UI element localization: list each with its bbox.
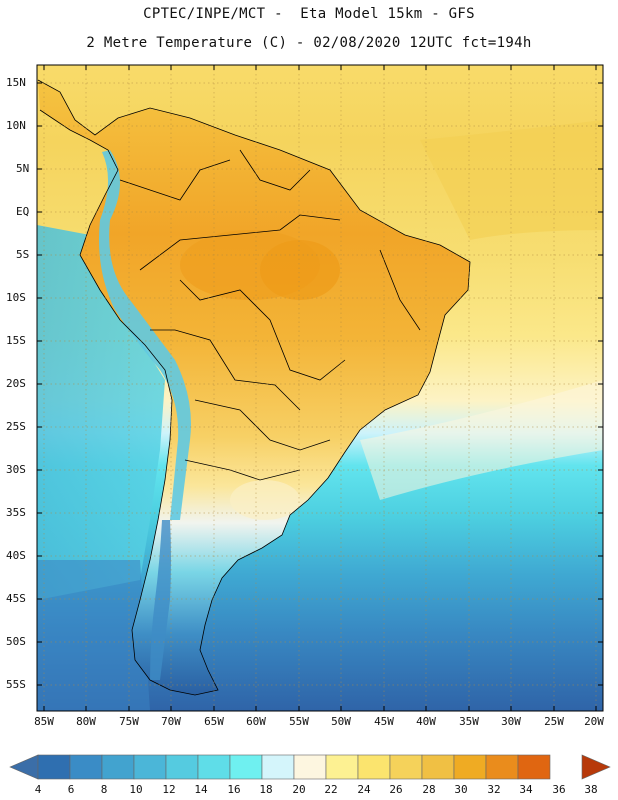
colorbar-swatch: [165, 754, 199, 780]
lon-label: 80W: [76, 715, 96, 728]
colorbar-label: 24: [357, 783, 371, 796]
colorbar-swatch: [69, 754, 103, 780]
lon-label: 85W: [34, 715, 54, 728]
lat-label: 50S: [6, 635, 26, 648]
colorbar-swatch: [261, 754, 295, 780]
colorbar-swatch: [357, 754, 391, 780]
country-borders: [37, 79, 471, 696]
colorbar-swatch: [101, 754, 135, 780]
lat-label: 10S: [6, 291, 26, 304]
lon-label: 60W: [246, 715, 266, 728]
colorbar-swatch: [421, 754, 455, 780]
colorbar-swatch: [453, 754, 487, 780]
lon-label: 20W: [584, 715, 604, 728]
colorbar-label: 14: [194, 783, 208, 796]
colorbar-swatch: [485, 754, 519, 780]
lat-label: 15N: [6, 76, 26, 89]
lat-label: 55S: [6, 678, 26, 691]
colorbar-label: 34: [519, 783, 533, 796]
lon-label: 65W: [204, 715, 224, 728]
title-line-2: 2 Metre Temperature (C) - 02/08/2020 12U…: [86, 35, 532, 51]
colorbar-label: 32: [487, 783, 501, 796]
lon-label: 70W: [161, 715, 181, 728]
lat-label: 5N: [16, 162, 30, 175]
lon-label: 55W: [289, 715, 309, 728]
colorbar-label: 18: [259, 783, 273, 796]
colorbar-label: 4: [34, 783, 42, 796]
colorbar-swatch: [37, 754, 71, 780]
colorbar-low-arrow: [9, 754, 39, 780]
lat-label: 30S: [6, 463, 26, 476]
lat-label: 10N: [6, 119, 26, 132]
colorbar-label: 38: [584, 783, 598, 796]
colorbar: [9, 754, 611, 780]
colorbar-label: 20: [292, 783, 306, 796]
lat-label: 15S: [6, 334, 26, 347]
lat-label: 40S: [6, 549, 26, 562]
continent-landmass: [38, 80, 470, 695]
colorbar-label: 16: [227, 783, 241, 796]
colorbar-swatch: [293, 754, 327, 780]
colorbar-label: 22: [324, 783, 338, 796]
colorbar-swatch: [389, 754, 423, 780]
colorbar-swatch: [229, 754, 263, 780]
colorbar-label: 8: [100, 783, 108, 796]
lon-label: 75W: [119, 715, 139, 728]
lat-label: 35S: [6, 506, 26, 519]
lon-label: 35W: [459, 715, 479, 728]
lon-label: 50W: [331, 715, 351, 728]
colorbar-label: 30: [454, 783, 468, 796]
lat-label: 25S: [6, 420, 26, 433]
lat-label: 5S: [16, 248, 30, 261]
title-line-1: CPTEC/INPE/MCT - Eta Model 15km - GFS: [143, 6, 475, 22]
colorbar-swatch: [197, 754, 231, 780]
lat-label: 45S: [6, 592, 26, 605]
lon-label: 45W: [374, 715, 394, 728]
colorbar-label: 12: [162, 783, 176, 796]
colorbar-swatch: [133, 754, 167, 780]
colorbar-high-arrow: [581, 754, 611, 780]
lon-label: 40W: [416, 715, 436, 728]
temperature-field: [37, 65, 603, 711]
colorbar-swatch: [517, 754, 551, 780]
map-frame: [36, 64, 604, 712]
colorbar-label: 36: [552, 783, 566, 796]
lat-label: 20S: [6, 377, 26, 390]
lon-label: 30W: [501, 715, 521, 728]
lon-label: 25W: [544, 715, 564, 728]
colorbar-swatch: [325, 754, 359, 780]
lat-label: EQ: [16, 205, 30, 218]
colorbar-label: 26: [389, 783, 403, 796]
colorbar-label: 6: [67, 783, 75, 796]
colorbar-label: 28: [422, 783, 436, 796]
colorbar-label: 10: [129, 783, 143, 796]
